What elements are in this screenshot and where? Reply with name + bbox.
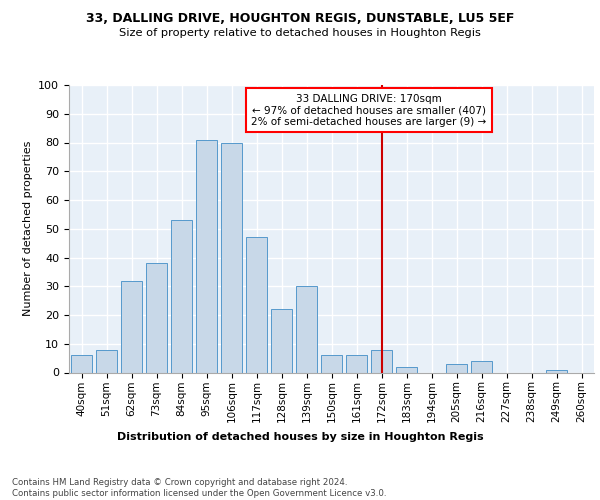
Bar bbox=[246, 238, 267, 372]
Bar bbox=[271, 309, 292, 372]
Bar bbox=[546, 370, 567, 372]
Bar bbox=[121, 280, 142, 372]
Text: Distribution of detached houses by size in Houghton Regis: Distribution of detached houses by size … bbox=[116, 432, 484, 442]
Text: Size of property relative to detached houses in Houghton Regis: Size of property relative to detached ho… bbox=[119, 28, 481, 38]
Text: Contains HM Land Registry data © Crown copyright and database right 2024.
Contai: Contains HM Land Registry data © Crown c… bbox=[12, 478, 386, 498]
Bar bbox=[446, 364, 467, 372]
Bar bbox=[196, 140, 217, 372]
Bar bbox=[221, 142, 242, 372]
Bar bbox=[171, 220, 192, 372]
Bar bbox=[296, 286, 317, 372]
Bar bbox=[396, 367, 417, 372]
Bar bbox=[371, 350, 392, 372]
Text: 33, DALLING DRIVE, HOUGHTON REGIS, DUNSTABLE, LU5 5EF: 33, DALLING DRIVE, HOUGHTON REGIS, DUNST… bbox=[86, 12, 514, 26]
Text: 33 DALLING DRIVE: 170sqm
← 97% of detached houses are smaller (407)
2% of semi-d: 33 DALLING DRIVE: 170sqm ← 97% of detach… bbox=[251, 94, 487, 127]
Bar bbox=[321, 355, 342, 372]
Y-axis label: Number of detached properties: Number of detached properties bbox=[23, 141, 33, 316]
Bar bbox=[346, 355, 367, 372]
Bar bbox=[146, 263, 167, 372]
Bar bbox=[471, 361, 492, 372]
Bar bbox=[96, 350, 117, 372]
Bar bbox=[71, 355, 92, 372]
